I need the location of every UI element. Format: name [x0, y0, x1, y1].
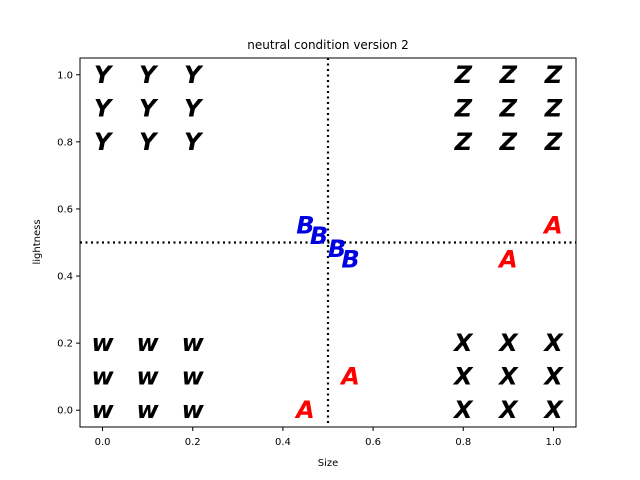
point-y: Y [184, 128, 204, 156]
x-tick-label: 0.0 [95, 437, 111, 448]
point-z: Z [544, 128, 563, 156]
point-y: Y [94, 61, 114, 89]
x-tick-label: 0.6 [365, 437, 381, 448]
reference-lines [80, 58, 576, 427]
point-y: Y [139, 94, 159, 122]
point-z: Z [454, 128, 473, 156]
point-z: Z [544, 94, 563, 122]
y-tick-label: 0.4 [57, 272, 73, 283]
point-a: A [497, 245, 518, 273]
point-b: B [310, 222, 328, 250]
point-b: B [328, 235, 346, 263]
point-x: X [452, 396, 474, 424]
point-x: X [497, 329, 519, 357]
point-x: X [497, 396, 519, 424]
x-tick-label: 0.8 [455, 437, 471, 448]
y-tick-label: 1.0 [57, 70, 73, 81]
y-axis-ticks: 0.0 0.2 0.4 0.6 0.8 1.0 [57, 70, 80, 417]
x-tick-label: 1.0 [546, 437, 562, 448]
point-z: Z [499, 94, 518, 122]
point-x: X [542, 329, 564, 357]
data-points: Y Y YY Y YY Y YZ Z ZZ Z ZZ Z Zw w ww w ww w wX X XX X XX X XBB BB… [91, 61, 564, 424]
point-w: w [182, 363, 205, 391]
point-x: X [452, 329, 474, 357]
point-x: X [542, 396, 564, 424]
point-x: X [452, 363, 474, 391]
point-y: Y [139, 61, 159, 89]
point-w: w [137, 329, 160, 357]
point-y: Y [94, 94, 114, 122]
y-tick-label: 0.2 [57, 339, 73, 350]
point-y: Y [139, 128, 159, 156]
x-axis-label: Size [318, 458, 339, 469]
point-x: X [542, 363, 564, 391]
point-w: w [137, 363, 160, 391]
point-w: w [91, 363, 114, 391]
point-w: w [91, 396, 114, 424]
point-z: Z [454, 61, 473, 89]
point-x: X [497, 363, 519, 391]
point-a: A [339, 363, 360, 391]
point-b: B [296, 212, 314, 240]
point-y: Y [184, 61, 204, 89]
y-tick-label: 0.6 [57, 204, 73, 215]
point-w: w [182, 396, 205, 424]
chart-title: neutral condition version 2 [247, 38, 408, 52]
point-z: Z [454, 94, 473, 122]
x-tick-label: 0.4 [275, 437, 291, 448]
y-tick-label: 0.0 [57, 406, 73, 417]
point-y: Y [94, 128, 114, 156]
plot-frame [79, 57, 577, 428]
y-axis-label: lightness [32, 219, 43, 264]
y-tick-label: 0.8 [57, 137, 73, 148]
point-w: w [91, 329, 114, 357]
point-w: w [137, 396, 160, 424]
x-axis-ticks: 0.0 0.2 0.4 0.6 0.8 1.0 [95, 427, 562, 448]
x-tick-label: 0.2 [185, 437, 201, 448]
point-z: Z [544, 61, 563, 89]
point-z: Z [499, 61, 518, 89]
point-w: w [182, 329, 205, 357]
point-a: A [294, 396, 315, 424]
point-y: Y [184, 94, 204, 122]
point-b: B [341, 245, 359, 273]
point-a: A [542, 212, 563, 240]
point-z: Z [499, 128, 518, 156]
